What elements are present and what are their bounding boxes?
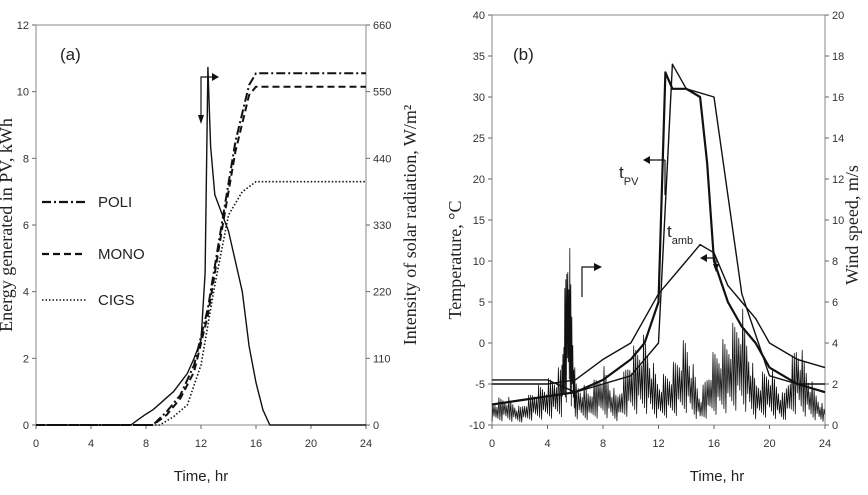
y2-tick-label: 0 — [373, 420, 379, 432]
panel-b-xlabel: Time, hr — [690, 468, 744, 485]
y2-tick-label: 16 — [832, 92, 844, 104]
panel-b-label: (b) — [513, 45, 534, 64]
y-tick-label: 5 — [479, 297, 485, 309]
panel-a-ylabel: Energy generated in PV, kWh — [0, 118, 16, 332]
annotation-tamb: tamb — [667, 222, 693, 247]
panel-b-y2label: Wind speed, m/s — [842, 165, 862, 285]
x-tick-label: 0 — [489, 438, 495, 450]
legend-label-poli: POLI — [98, 194, 132, 211]
y2-tick-label: 18 — [832, 51, 844, 63]
y2-tick-label: 6 — [832, 297, 838, 309]
y-tick-label: 0 — [23, 420, 29, 432]
x-tick-label: 24 — [360, 438, 372, 450]
y2-tick-label: 550 — [373, 87, 391, 99]
x-tick-label: 16 — [708, 438, 720, 450]
y-tick-label: 0 — [479, 338, 485, 350]
series-mono — [36, 85, 366, 426]
y-tick-label: 4 — [23, 287, 29, 299]
panel-a-y2label: Intensity of solar radiation, W/m² — [400, 105, 420, 346]
x-tick-label: 20 — [763, 438, 775, 450]
y2-tick-label: 8 — [832, 256, 838, 268]
arrow-head-right — [212, 73, 219, 81]
panel-a-peak-arrows — [198, 73, 219, 124]
y2-tick-label: 10 — [832, 215, 844, 227]
x-tick-label: 4 — [544, 438, 550, 450]
y2-tick-label: 660 — [373, 20, 391, 32]
y-tick-label: 25 — [473, 133, 485, 145]
y2-tick-label: 14 — [832, 133, 844, 145]
tamb-head-left — [700, 254, 707, 262]
y-tick-label: 8 — [23, 153, 29, 165]
y-tick-label: 15 — [473, 215, 485, 227]
annotation-tpv: tPV — [619, 163, 639, 188]
x-tick-label: 12 — [195, 438, 207, 450]
panel-a-xlabel: Time, hr — [174, 468, 228, 485]
panel-b-arrows — [581, 156, 719, 297]
arrow-to-left-axis — [200, 76, 209, 120]
legend-label-mono: MONO — [98, 246, 145, 263]
legend-label-cigs: CIGS — [98, 292, 135, 309]
x-tick-label: 20 — [305, 438, 317, 450]
y-tick-label: 20 — [473, 174, 485, 186]
series-1-2 — [492, 63, 825, 393]
series-t-pv — [491, 71, 826, 406]
panel-b-plot-area — [491, 14, 826, 426]
y2-tick-label: 0 — [832, 420, 838, 432]
series-0-3 — [36, 66, 366, 426]
y2-tick-label: 20 — [832, 10, 844, 22]
x-tick-label: 4 — [88, 438, 94, 450]
y-tick-label: -5 — [475, 379, 485, 391]
series-cigs — [36, 180, 366, 426]
wind-head-right — [594, 263, 602, 271]
y-tick-label: 35 — [473, 51, 485, 63]
y2-tick-label: 220 — [373, 287, 391, 299]
tamb-head-down — [713, 264, 719, 272]
y-tick-label: -10 — [469, 420, 485, 432]
y-tick-label: 2 — [23, 353, 29, 365]
y2-tick-label: 4 — [832, 338, 838, 350]
x-tick-label: 24 — [819, 438, 831, 450]
y-tick-label: 12 — [17, 20, 29, 32]
y2-tick-label: 330 — [373, 220, 391, 232]
panel-a-label: (a) — [60, 45, 81, 64]
y2-tick-label: 12 — [832, 174, 844, 186]
y-tick-label: 30 — [473, 92, 485, 104]
x-tick-label: 0 — [33, 438, 39, 450]
legend: POLI MONO CIGS — [42, 194, 145, 309]
panel-b-ylabel: Temperature, °C — [445, 201, 465, 320]
x-tick-label: 12 — [652, 438, 664, 450]
y-tick-label: 10 — [473, 256, 485, 268]
tpv-head-left — [643, 156, 650, 164]
y-tick-label: 40 — [473, 10, 485, 22]
arrow-head-down — [198, 115, 204, 124]
y-tick-label: 10 — [17, 87, 29, 99]
x-tick-label: 8 — [600, 438, 606, 450]
y2-tick-label: 110 — [373, 353, 391, 365]
series-1-3 — [491, 248, 826, 423]
series-poli — [36, 72, 366, 426]
y2-tick-label: 440 — [373, 153, 391, 165]
wind-arrow — [581, 266, 595, 297]
x-tick-label: 8 — [143, 438, 149, 450]
y2-tick-label: 2 — [832, 379, 838, 391]
x-tick-label: 16 — [250, 438, 262, 450]
y-tick-label: 6 — [23, 220, 29, 232]
